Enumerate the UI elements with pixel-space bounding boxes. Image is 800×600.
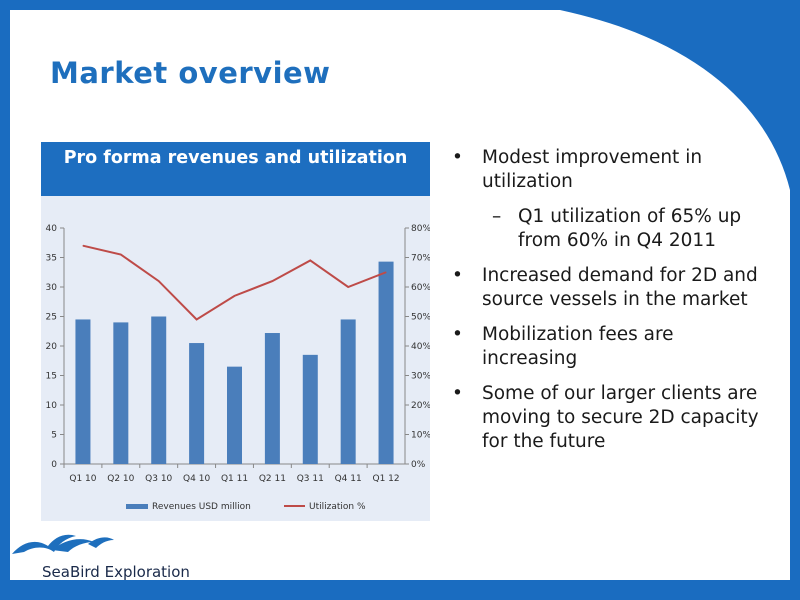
x-tick-label: Q1 10 (69, 474, 96, 484)
y-tick-label-left: 25 (46, 313, 57, 323)
utilization-point (82, 245, 84, 247)
bullet-item: • Increased demand for 2D and source vess… (452, 264, 772, 312)
bullet-item: • Modest improvement in utilization (452, 146, 772, 194)
y-tick-label-right: 70% (411, 254, 430, 264)
bullet-text: Increased demand for 2D and source vesse… (482, 265, 758, 310)
sub-bullet-marker: – (492, 206, 502, 227)
x-tick-label: Q4 11 (335, 474, 362, 484)
revenue-bar (302, 354, 318, 464)
legend-swatch-revenue (126, 504, 148, 509)
x-tick-label: Q3 10 (145, 474, 172, 484)
utilization-point (158, 280, 160, 282)
y-tick-label-left: 15 (46, 372, 57, 382)
utilization-point (271, 280, 273, 282)
seabird-logo-icon (12, 534, 114, 554)
y-tick-label-right: 80% (411, 224, 430, 234)
utilization-point (196, 318, 198, 320)
bullet-text: Modest improvement in utilization (482, 147, 703, 192)
revenue-bar (113, 322, 129, 464)
y-tick-label-left: 0 (51, 460, 57, 470)
logo-text: SeaBird Exploration (42, 563, 190, 581)
bullet-marker: • (452, 324, 463, 345)
y-tick-label-left: 10 (46, 401, 58, 411)
revenue-bar (378, 261, 394, 464)
sub-bullet-text: Q1 utilization of 65% up from 60% in Q4 … (518, 206, 742, 251)
y-tick-label-right: 20% (411, 401, 430, 411)
y-tick-label-left: 35 (46, 254, 57, 264)
sub-bullet-item: – Q1 utilization of 65% up from 60% in Q4… (452, 205, 772, 253)
revenue-bar (151, 316, 167, 464)
x-tick-label: Q3 11 (297, 474, 324, 484)
y-tick-label-right: 40% (411, 342, 430, 352)
x-tick-label: Q2 11 (259, 474, 286, 484)
bullet-item: • Some of our larger clients are moving t… (452, 382, 772, 454)
y-tick-label-right: 10% (411, 431, 430, 441)
y-tick-label-left: 5 (51, 431, 57, 441)
utilization-point (120, 254, 122, 256)
utilization-point (234, 295, 235, 297)
utilization-point (347, 286, 349, 288)
legend-label-utilization: Utilization % (309, 502, 366, 512)
revenue-bar (75, 319, 91, 464)
bullet-list: • Modest improvement in utilization – Q1 u… (452, 146, 772, 465)
x-tick-label: Q1 11 (221, 474, 248, 484)
chart-container: 0 5 10 15 20 25 30 35 40 0% 10% 20% 30% 40% 50% 60% 70% 8… (41, 196, 430, 521)
y-tick-label-left: 40 (46, 224, 58, 234)
revenue-utilization-chart: 0 5 10 15 20 25 30 35 40 0% 10% 20% 30% 40% 50% 60% 70% 8… (46, 224, 430, 512)
bullet-marker: • (452, 265, 463, 286)
y-tick-label-right: 50% (411, 313, 430, 323)
x-tick-label: Q2 10 (107, 474, 134, 484)
revenue-bar (189, 343, 205, 464)
bullet-item: • Mobilization fees are increasing (452, 323, 772, 371)
revenue-bar (340, 319, 356, 464)
y-tick-label-left: 30 (46, 283, 58, 293)
bullet-marker: • (452, 383, 463, 404)
bullet-text: Some of our larger clients are moving to… (482, 383, 759, 452)
legend-label-revenue: Revenues USD million (152, 502, 251, 512)
bullet-text: Mobilization fees are increasing (482, 324, 674, 369)
y-tick-label-right: 30% (411, 372, 430, 382)
bullet-marker: • (452, 147, 463, 168)
revenue-bar (227, 366, 242, 464)
utilization-point (309, 259, 311, 261)
y-tick-label-right: 0% (411, 460, 426, 470)
slide-title: Market overview (50, 56, 331, 90)
x-tick-label: Q1 12 (372, 474, 399, 484)
utilization-point (385, 271, 387, 273)
utilization-line (82, 244, 387, 321)
y-tick-label-right: 60% (411, 283, 430, 293)
x-tick-label: Q4 10 (183, 474, 210, 484)
chart-header: Pro forma revenues and utilization (41, 142, 430, 196)
y-tick-label-left: 20 (46, 342, 58, 352)
revenue-bar (264, 333, 280, 464)
